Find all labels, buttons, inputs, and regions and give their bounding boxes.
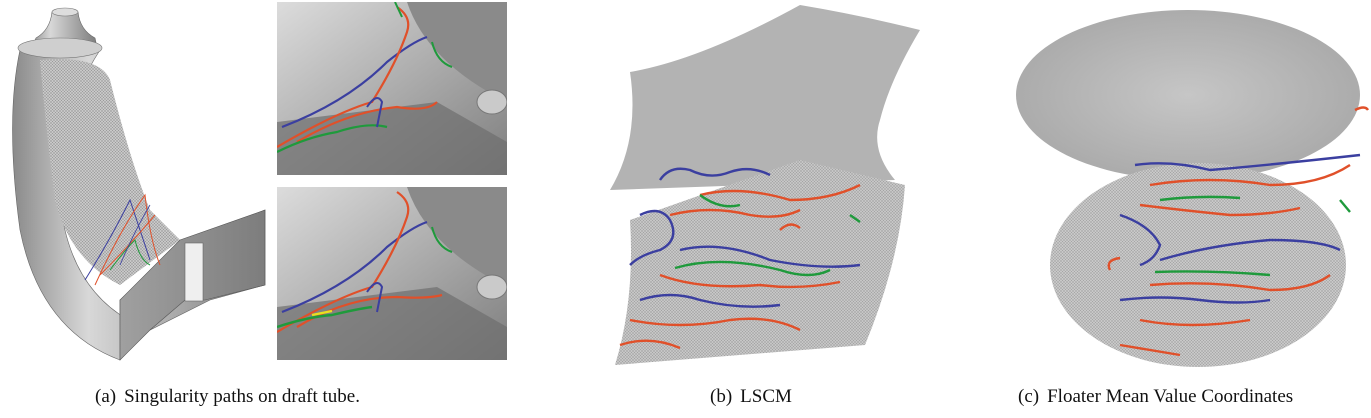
lscm-parameterization bbox=[600, 0, 930, 370]
caption-a-tag: (a) bbox=[95, 386, 117, 407]
caption-b-text: LSCM bbox=[740, 386, 792, 407]
floater-mvc-parameterization bbox=[1010, 0, 1371, 370]
zoom-inset-top bbox=[277, 2, 507, 175]
draft-tube-render bbox=[0, 0, 270, 370]
caption-c-text: Floater Mean Value Coordinates bbox=[1047, 386, 1294, 407]
caption-a: (a) Singularity paths on draft tube. bbox=[95, 386, 360, 408]
caption-a-text: Singularity paths on draft tube. bbox=[124, 386, 360, 407]
caption-b: (b) LSCM bbox=[710, 386, 792, 408]
caption-c-tag: (c) bbox=[1018, 386, 1040, 407]
caption-c: (c) Floater Mean Value Coordinates bbox=[1018, 386, 1293, 408]
caption-b-tag: (b) bbox=[710, 386, 733, 407]
zoom-inset-bottom bbox=[277, 187, 507, 360]
